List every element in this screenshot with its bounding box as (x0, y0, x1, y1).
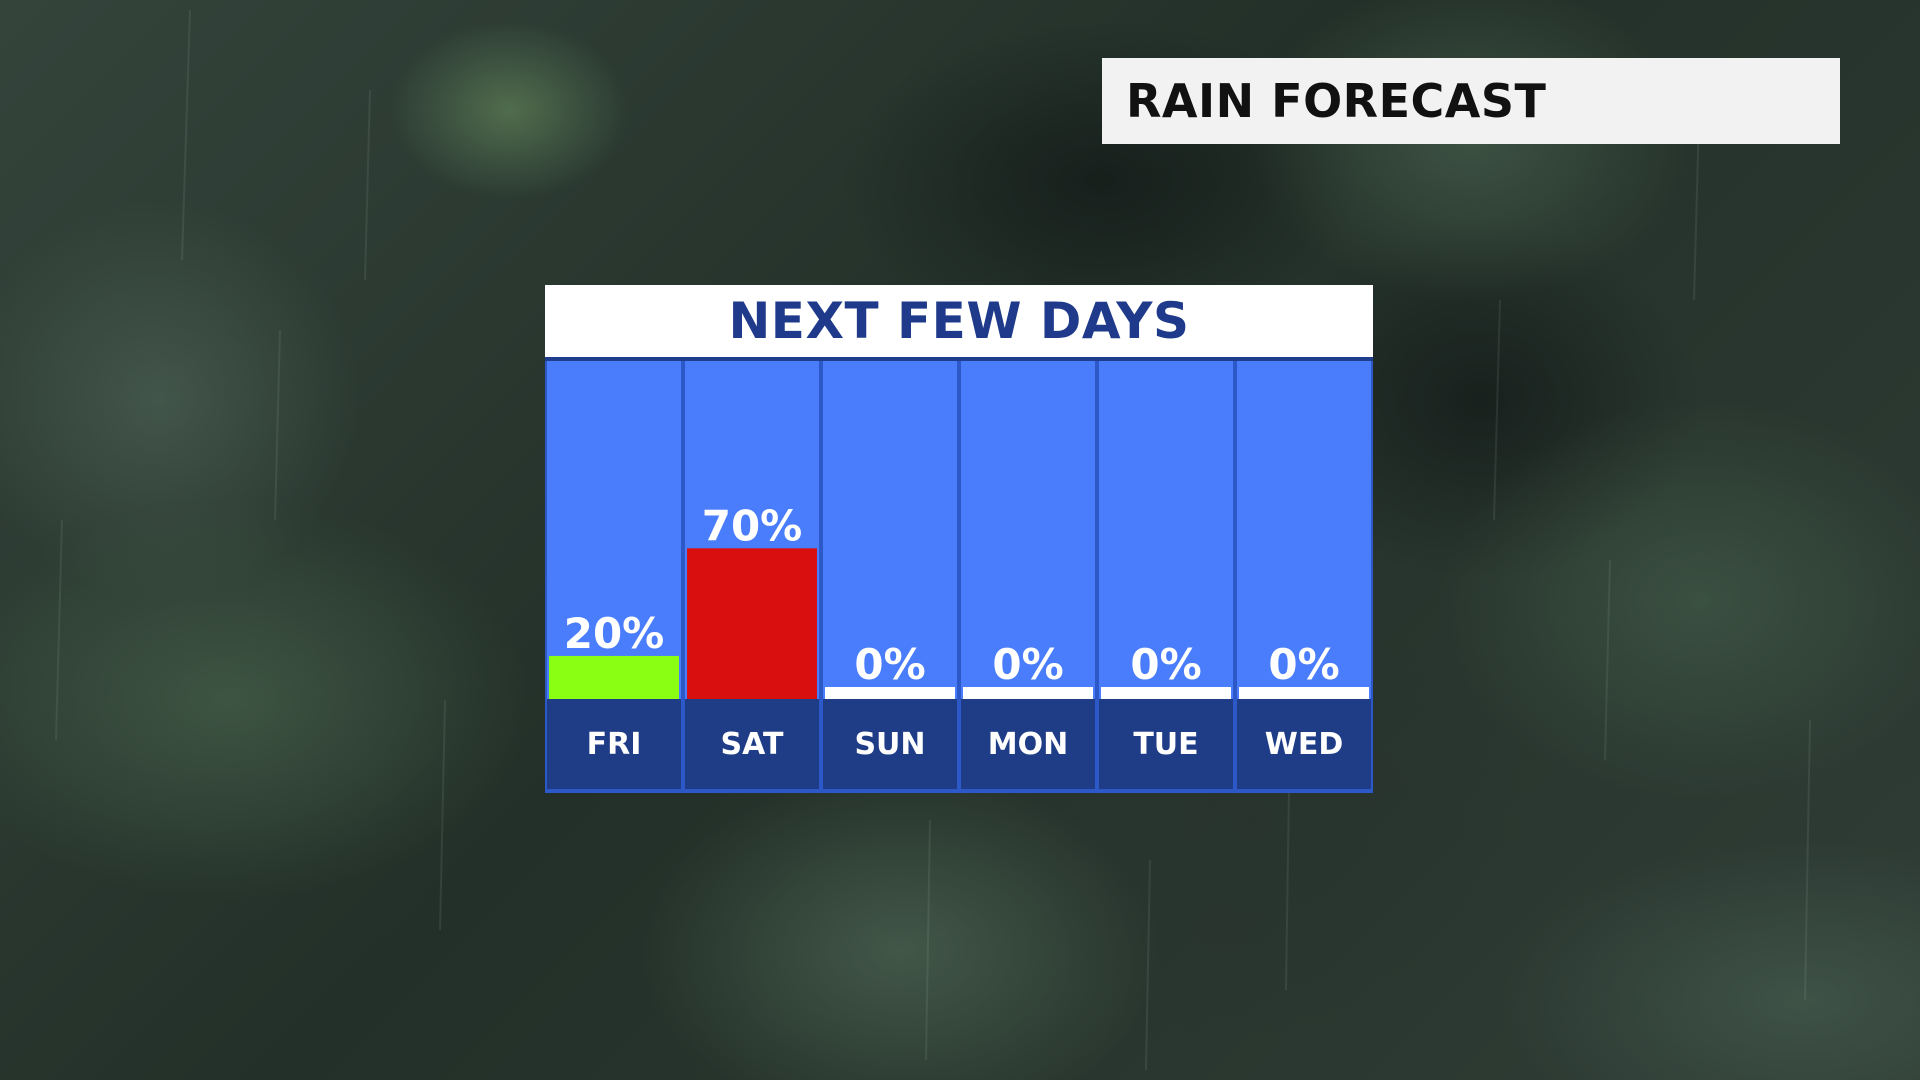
day-band-mon (961, 699, 1095, 789)
bar-tue (1101, 687, 1231, 699)
forecast-panel: NEXT FEW DAYS 20% FRI 70% SAT 0% SUN 0% MON 0% TU… (545, 285, 1373, 793)
column-sun (823, 361, 957, 699)
value-label-tue: 0% (1130, 640, 1201, 689)
bar-fri (549, 655, 679, 699)
rain-forecast-header: RAIN FORECAST (1102, 58, 1840, 144)
bar-wed (1239, 687, 1369, 699)
column-tue (1099, 361, 1233, 699)
day-band-sat (685, 699, 819, 789)
chart-frame (545, 361, 1373, 793)
day-label-tue: TUE (1133, 727, 1198, 762)
day-label-sat: SAT (721, 727, 784, 762)
column-wed (1237, 361, 1371, 699)
day-label-fri: FRI (587, 727, 642, 762)
rain-chance-chart: 20% FRI 70% SAT 0% SUN 0% MON 0% TUE 0% WED (545, 361, 1373, 793)
value-label-sat: 70% (702, 501, 803, 550)
value-label-fri: 20% (564, 609, 665, 658)
bar-sat (687, 548, 817, 699)
bar-sun (825, 687, 955, 699)
value-label-mon: 0% (992, 640, 1063, 689)
day-band-sun (823, 699, 957, 789)
panel-title-bar: NEXT FEW DAYS (545, 285, 1373, 357)
column-fri (547, 361, 681, 699)
day-label-wed: WED (1265, 727, 1344, 762)
value-label-sun: 0% (854, 640, 925, 689)
column-mon (961, 361, 1095, 699)
bar-mon (963, 687, 1093, 699)
day-band-fri (547, 699, 681, 789)
day-label-sun: SUN (854, 727, 925, 762)
value-label-wed: 0% (1268, 640, 1339, 689)
day-band-tue (1099, 699, 1233, 789)
day-label-mon: MON (988, 727, 1068, 762)
panel-divider (545, 357, 1373, 361)
day-band-wed (1237, 699, 1371, 789)
header-title: RAIN FORECAST (1126, 74, 1547, 128)
panel-title: NEXT FEW DAYS (728, 292, 1190, 350)
